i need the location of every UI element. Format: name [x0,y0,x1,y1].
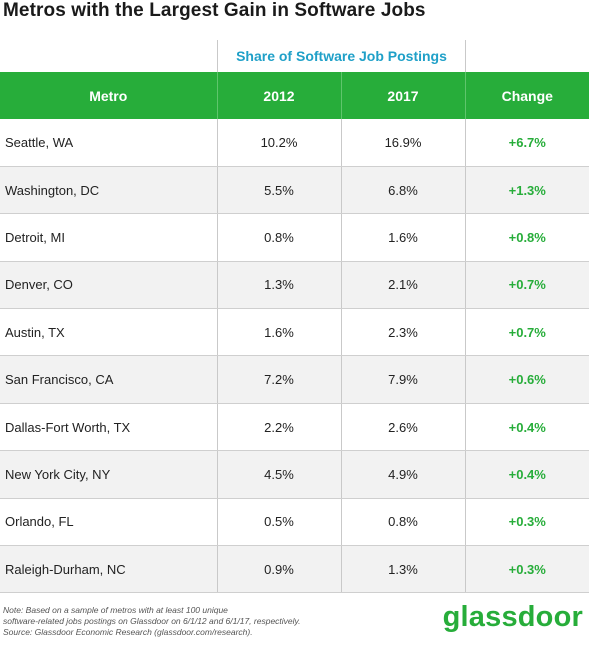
metro-cell: Raleigh-Durham, NC [0,545,218,594]
value-2012-cell: 7.2% [217,355,342,404]
footnote: Note: Based on a sample of metros with a… [3,605,383,638]
column-header-2012: 2012 [217,72,342,119]
table-row: Raleigh-Durham, NC 0.9% 1.3% +0.3% [0,545,589,594]
change-cell: +0.4% [465,403,589,452]
change-cell: +0.4% [465,450,589,499]
metro-cell: Dallas-Fort Worth, TX [0,403,218,452]
table-row: Orlando, FL 0.5% 0.8% +0.3% [0,498,589,547]
column-header-change: Change [501,87,553,104]
metro-cell: Denver, CO [0,261,218,310]
change-cell: +0.8% [465,213,589,262]
table-row: Detroit, MI 0.8% 1.6% +0.8% [0,213,589,262]
glassdoor-logo: glassdoor [442,601,583,633]
table-row: Denver, CO 1.3% 2.1% +0.7% [0,261,589,310]
table-row: Dallas-Fort Worth, TX 2.2% 2.6% +0.4% [0,403,589,452]
footnote-line: Note: Based on a sample of metros with a… [3,605,228,615]
value-2012-cell: 2.2% [217,403,342,452]
value-2017-cell: 2.1% [341,261,466,310]
table-row: San Francisco, CA 7.2% 7.9% +0.6% [0,355,589,404]
footnote-line: software-related jobs postings on Glassd… [3,616,301,626]
value-2017-cell: 1.3% [341,545,466,594]
column-header-metro: Metro [0,72,218,119]
table-row: New York City, NY 4.5% 4.9% +0.4% [0,450,589,499]
table-body: Seattle, WA 10.2% 16.9% +6.7% Washington, DC… [0,119,589,594]
metros-table: Metro 2012 2017 Change Seattle, WA 10.2% 1… [0,72,589,594]
change-cell: +0.7% [465,308,589,357]
metro-cell: Washington, DC [0,166,218,215]
table-row: Seattle, WA 10.2% 16.9% +6.7% [0,119,589,167]
value-2012-cell: 1.6% [217,308,342,357]
change-cell: +0.3% [465,545,589,594]
table-row: Washington, DC 5.5% 6.8% +1.3% [0,166,589,215]
metro-cell: Detroit, MI [0,213,218,262]
share-of-postings-header: Share of Software Job Postings [217,40,466,72]
footnote-line: Source: Glassdoor Economic Research (gla… [3,627,253,637]
metro-cell: Orlando, FL [0,498,218,547]
value-2012-cell: 0.5% [217,498,342,547]
value-2012-cell: 4.5% [217,450,342,499]
change-cell: +1.3% [465,166,589,215]
value-2017-cell: 2.3% [341,308,466,357]
value-2012-cell: 0.8% [217,213,342,262]
metro-cell: Seattle, WA [0,119,218,167]
value-2012-cell: 0.9% [217,545,342,594]
value-2017-cell: 0.8% [341,498,466,547]
chart-title: Metros with the Largest Gain in Software… [3,0,426,21]
column-header-2017: 2017 [341,72,466,119]
value-2012-cell: 1.3% [217,261,342,310]
table-row: Austin, TX 1.6% 2.3% +0.7% [0,308,589,357]
metro-cell: New York City, NY [0,450,218,499]
value-2012-cell: 5.5% [217,166,342,215]
change-cell: +0.7% [465,261,589,310]
value-2017-cell: 1.6% [341,213,466,262]
change-cell: +0.3% [465,498,589,547]
value-2012-cell: 10.2% [217,119,342,167]
value-2017-cell: 16.9% [341,119,466,167]
change-cell: +0.6% [465,355,589,404]
value-2017-cell: 6.8% [341,166,466,215]
value-2017-cell: 4.9% [341,450,466,499]
change-cell: +6.7% [465,119,589,167]
metro-cell: San Francisco, CA [0,355,218,404]
value-2017-cell: 2.6% [341,403,466,452]
metro-cell: Austin, TX [0,308,218,357]
value-2017-cell: 7.9% [341,355,466,404]
table-header-row: Metro 2012 2017 Change [0,72,589,119]
